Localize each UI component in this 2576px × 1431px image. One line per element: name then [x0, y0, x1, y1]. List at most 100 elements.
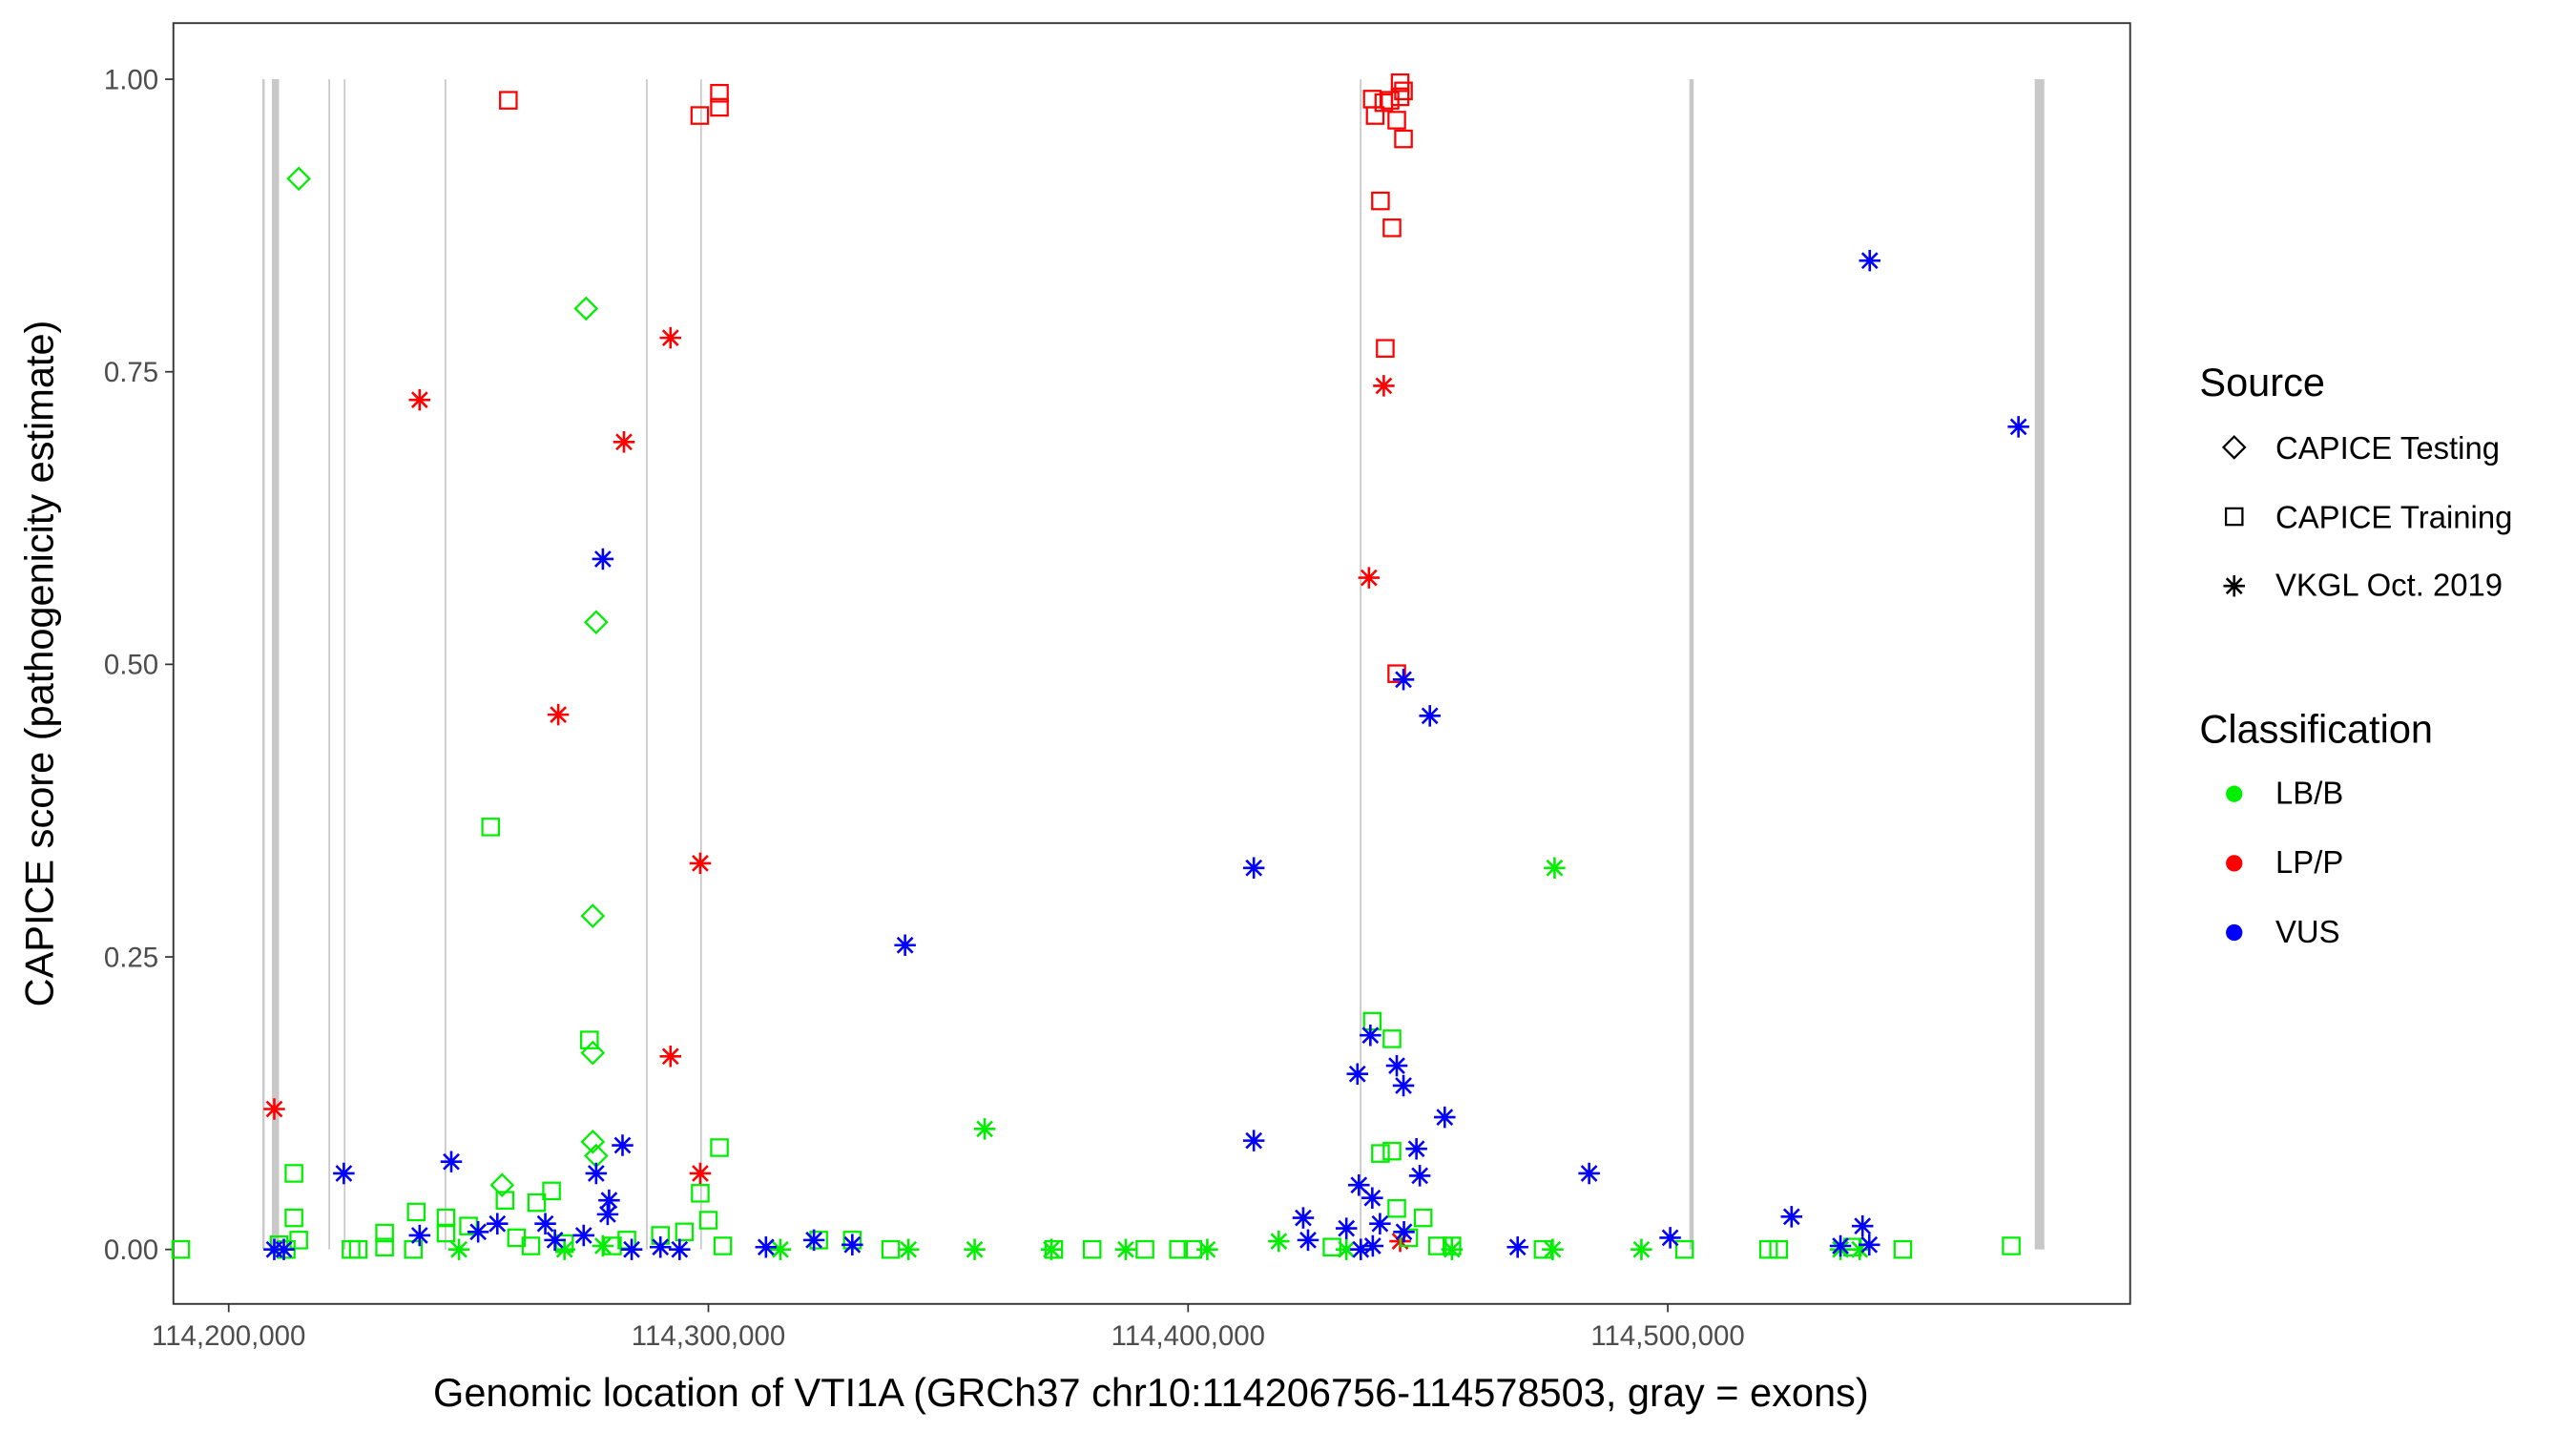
point-training-lbb: [375, 1223, 394, 1243]
point-vkgl-vus: [440, 1151, 463, 1172]
point-vkgl-vus: [1659, 1227, 1681, 1249]
legend-item-vus: VUS: [2275, 914, 2340, 949]
legend-item-lbb: LB/B: [2275, 776, 2343, 811]
point-vkgl-vus: [1829, 1234, 1852, 1257]
x-tick-label: 114,500,000: [1590, 1320, 1744, 1352]
x-tick-label: 114,300,000: [632, 1320, 785, 1352]
point-training-lbb: [710, 1138, 729, 1157]
legend-square-icon: [2224, 507, 2244, 527]
exon-band: [444, 79, 447, 1250]
point-vkgl-vus: [585, 1162, 608, 1185]
point-training-lbb: [1371, 1144, 1390, 1163]
point-vkgl-lbb: [1441, 1238, 1464, 1260]
point-vkgl-vus: [534, 1213, 556, 1234]
point-vkgl-vus: [1361, 1234, 1384, 1257]
point-vkgl-vus: [1780, 1206, 1803, 1228]
point-vkgl-vus: [1346, 1063, 1369, 1085]
point-training-lbb: [171, 1239, 191, 1259]
exon-band: [328, 79, 331, 1250]
point-training-lbb: [284, 1164, 303, 1183]
legend-source-title: Source: [2199, 360, 2325, 404]
point-vkgl-vus: [1242, 857, 1265, 880]
y-tick-label: 0.50: [104, 650, 158, 681]
point-vkgl-lpp: [263, 1098, 285, 1120]
point-vkgl-vus: [1859, 249, 1880, 272]
point-vkgl-lpp: [659, 1046, 682, 1068]
point-vkgl-lpp: [1373, 375, 1395, 397]
point-training-lbb: [495, 1191, 515, 1210]
point-training-lbb: [436, 1208, 456, 1228]
y-tick-label: 0.00: [104, 1234, 158, 1266]
point-training-lbb: [542, 1181, 561, 1201]
point-vkgl-vus: [408, 1224, 431, 1247]
point-vkgl-vus: [1348, 1173, 1370, 1196]
point-training-lbb: [1674, 1239, 1694, 1259]
exon-band: [1360, 79, 1362, 1250]
legend-item-capice-testing: CAPICE Testing: [2275, 430, 2500, 466]
point-testing-lbb: [580, 1130, 606, 1154]
point-vkgl-lbb: [1196, 1238, 1218, 1260]
point-vkgl-vus: [669, 1238, 691, 1260]
legend-diamond-icon: [2221, 435, 2247, 460]
point-training-lbb: [1382, 1029, 1402, 1048]
point-training-lbb: [436, 1223, 456, 1243]
point-training-lbb: [1362, 1011, 1382, 1031]
point-vkgl-vus: [1369, 1213, 1391, 1234]
point-vkgl-lpp: [408, 388, 431, 411]
point-vkgl-vus: [598, 1189, 620, 1212]
point-vkgl-vus: [1405, 1137, 1427, 1160]
plot-panel: [172, 22, 2131, 1305]
point-vkgl-lpp: [659, 326, 682, 349]
point-vkgl-vus: [467, 1221, 489, 1243]
legend-classification-title: Classification: [2199, 707, 2433, 752]
point-training-lbb: [1769, 1239, 1788, 1259]
point-vkgl-lbb: [1848, 1238, 1871, 1260]
point-vkgl-vus: [1408, 1165, 1431, 1187]
point-training-lbb: [675, 1222, 695, 1242]
point-training-lbb: [1893, 1239, 1913, 1259]
point-vkgl-lbb: [973, 1118, 996, 1140]
point-training-lbb: [713, 1236, 733, 1255]
point-training-lbb: [1382, 1141, 1402, 1161]
point-vkgl-lbb: [1631, 1238, 1652, 1260]
point-training-lpp: [1381, 91, 1400, 110]
point-training-lbb: [1413, 1208, 1433, 1228]
exon-band: [271, 79, 280, 1250]
point-vkgl-vus: [2007, 416, 2029, 438]
exon-band: [1689, 79, 1694, 1250]
point-vkgl-vus: [755, 1235, 778, 1258]
point-vkgl-vus: [841, 1234, 863, 1256]
point-vkgl-lbb: [1114, 1238, 1137, 1260]
point-training-lpp: [710, 97, 729, 117]
point-vkgl-vus: [273, 1238, 295, 1260]
point-training-lpp: [1376, 339, 1395, 358]
point-vkgl-lbb: [1544, 857, 1566, 880]
point-training-lpp: [1382, 218, 1402, 238]
point-training-lbb: [406, 1202, 426, 1222]
point-training-lbb: [698, 1211, 718, 1230]
point-testing-lbb: [573, 296, 599, 321]
point-vkgl-vus: [1506, 1235, 1528, 1258]
legend-asterisk-icon: [2223, 574, 2245, 597]
point-vkgl-vus: [1419, 705, 1441, 727]
point-training-lbb: [1082, 1239, 1102, 1259]
point-vkgl-lbb: [553, 1238, 575, 1260]
point-training-lbb: [348, 1239, 368, 1259]
point-training-lpp: [1394, 81, 1413, 101]
point-vkgl-vus: [572, 1224, 595, 1247]
x-axis-label: Genomic location of VTI1A (GRCh37 chr10:…: [433, 1370, 1869, 1415]
point-training-lbb: [375, 1237, 394, 1257]
point-vkgl-vus: [1335, 1217, 1358, 1239]
point-training-lbb: [527, 1192, 547, 1213]
legend-source: Source CAPICE Testing CAPICE Training VK…: [2199, 360, 2512, 602]
point-vkgl-vus: [544, 1229, 566, 1252]
point-vkgl-vus: [612, 1134, 634, 1156]
point-vkgl-lbb: [447, 1238, 470, 1260]
exon-band: [2034, 79, 2045, 1250]
point-vkgl-lbb: [1040, 1238, 1063, 1260]
point-vkgl-vus: [592, 548, 614, 570]
point-vkgl-vus: [649, 1235, 672, 1258]
point-vkgl-vus: [1578, 1162, 1600, 1185]
point-vkgl-vus: [333, 1162, 355, 1185]
point-training-lpp: [1390, 87, 1410, 107]
